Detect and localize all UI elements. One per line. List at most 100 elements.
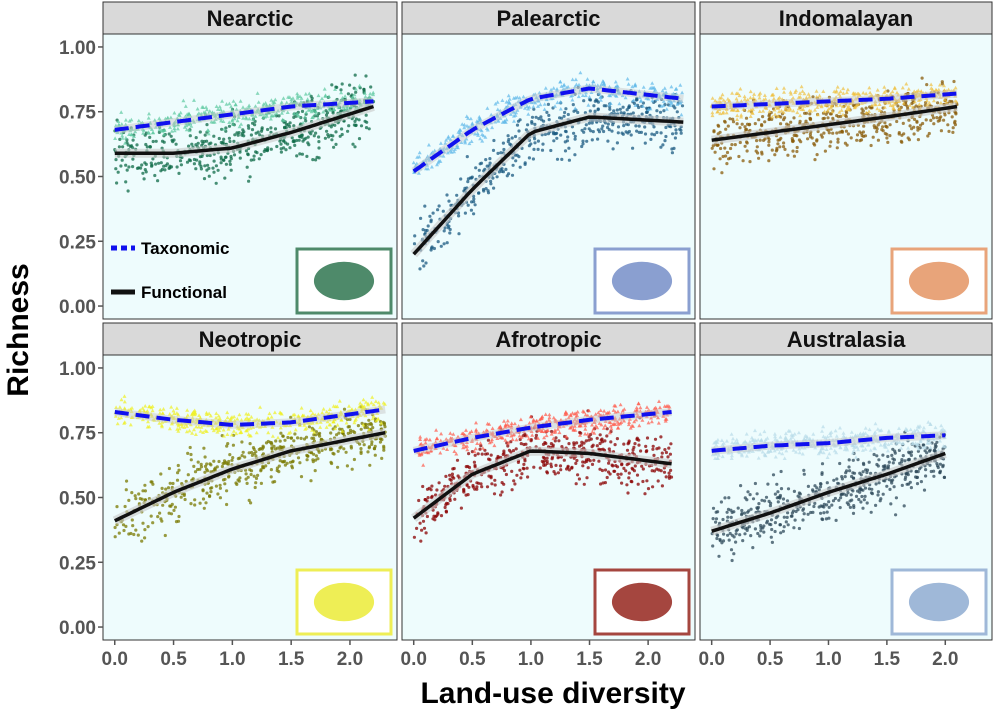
functional-point [121, 523, 126, 527]
functional-point [151, 521, 155, 525]
functional-point [748, 493, 752, 497]
functional-point [259, 468, 263, 472]
functional-point [205, 123, 209, 127]
functional-point [585, 476, 589, 480]
functional-point [669, 468, 673, 472]
functional-curve [114, 104, 375, 155]
functional-point [169, 134, 173, 138]
taxonomic-point [183, 104, 188, 108]
region-map-shape [313, 582, 375, 622]
taxonomic-point [123, 118, 128, 122]
functional-point [580, 440, 584, 444]
functional-point [437, 204, 441, 208]
functional-point [205, 462, 209, 466]
functional-point [354, 123, 358, 128]
taxonomic-point [779, 108, 784, 113]
taxonomic-point [511, 114, 516, 118]
taxonomic-point [844, 90, 849, 95]
taxonomic-point [815, 112, 820, 117]
functional-point [115, 505, 119, 509]
functional-point [506, 444, 510, 448]
taxonomic-point [339, 90, 344, 95]
functional-point [504, 472, 508, 477]
functional-point [575, 458, 579, 463]
functional-point [131, 138, 135, 142]
taxonomic-point [799, 107, 804, 111]
functional-point [540, 148, 545, 152]
taxonomic-point [462, 139, 467, 143]
taxonomic-point [195, 106, 200, 111]
functional-point [415, 526, 419, 531]
taxonomic-point [231, 99, 236, 103]
functional-point [220, 127, 224, 131]
functional-point [160, 486, 164, 490]
functional-point [182, 493, 186, 497]
taxonomic-point [268, 116, 273, 121]
functional-point [870, 492, 875, 496]
functional-point [712, 167, 716, 171]
taxonomic-point [892, 102, 897, 106]
functional-point [848, 469, 852, 473]
functional-point [916, 125, 920, 130]
functional-point [743, 496, 747, 500]
functional-point [522, 442, 526, 447]
functional-point [954, 112, 958, 116]
functional-point [474, 166, 478, 170]
taxonomic-point [906, 87, 911, 91]
functional-point [616, 131, 620, 135]
functional-point [920, 76, 924, 80]
functional-point [741, 159, 745, 163]
functional-point [612, 469, 616, 473]
functional-point [127, 532, 131, 536]
functional-point [931, 116, 936, 120]
functional-point [672, 146, 676, 150]
functional-point [447, 199, 451, 203]
functional-point [778, 145, 782, 149]
functional-point [444, 474, 448, 478]
functional-point [745, 122, 750, 126]
functional-point [645, 436, 650, 440]
functional-point [207, 142, 211, 146]
functional-point [254, 476, 259, 480]
functional-point [299, 436, 303, 440]
functional-point [861, 506, 865, 510]
functional-point [571, 103, 575, 107]
functional-point [639, 449, 643, 453]
functional-point [761, 115, 765, 119]
functional-point [522, 467, 526, 471]
functional-point [718, 157, 722, 161]
functional-point [534, 115, 538, 119]
taxonomic-point [475, 131, 480, 135]
functional-point [145, 145, 149, 149]
functional-point [667, 471, 671, 475]
taxonomic-point [274, 111, 279, 115]
functional-point [876, 123, 880, 127]
functional-point [439, 244, 443, 248]
functional-point [167, 511, 171, 515]
functional-point [151, 157, 155, 161]
functional-point [825, 503, 829, 507]
taxonomic-point [937, 82, 942, 87]
functional-point [554, 132, 558, 136]
functional-point [201, 489, 205, 493]
functional-point [223, 482, 227, 486]
functional-point [757, 156, 761, 160]
functional-point [645, 479, 649, 483]
taxonomic-point [746, 108, 751, 113]
taxonomic-point [734, 96, 739, 101]
functional-point [226, 442, 230, 446]
functional-point [896, 104, 900, 108]
functional-point [249, 472, 253, 477]
taxonomic-point [573, 77, 578, 82]
taxonomic-point [147, 131, 152, 135]
functional-point [326, 133, 330, 137]
taxonomic-point [762, 93, 767, 97]
functional-point [450, 472, 454, 476]
taxonomic-point [585, 77, 590, 81]
functional-point [633, 464, 637, 468]
functional-point [249, 133, 253, 137]
functional-point [472, 460, 476, 464]
taxonomic-point [542, 102, 547, 106]
functional-point [769, 518, 774, 522]
functional-point [775, 482, 779, 486]
